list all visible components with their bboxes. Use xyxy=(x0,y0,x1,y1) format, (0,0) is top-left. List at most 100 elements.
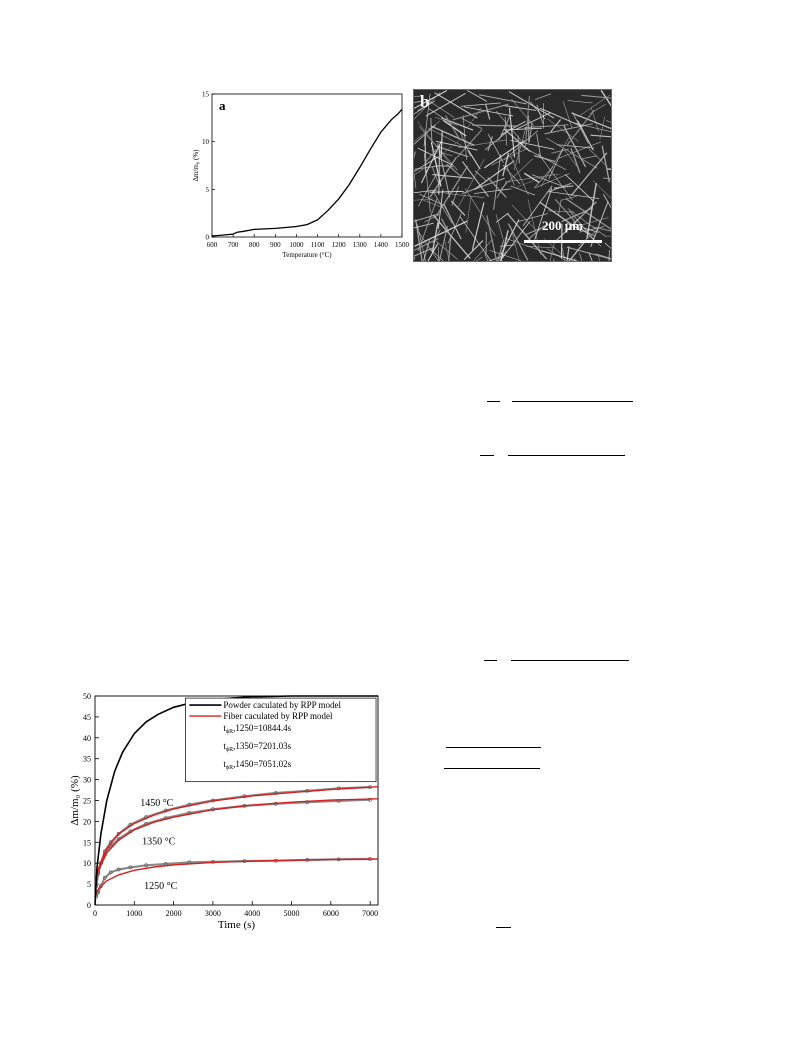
fiber xyxy=(493,154,502,210)
fiber xyxy=(500,120,526,136)
fiber xyxy=(414,124,436,145)
fiber xyxy=(414,213,438,222)
fiber xyxy=(504,128,531,152)
fiber xyxy=(463,106,514,117)
fiber xyxy=(510,98,536,128)
exp-point-1350 xyxy=(305,800,310,805)
fiber xyxy=(500,219,520,255)
fiber xyxy=(510,156,529,196)
fiber xyxy=(511,204,537,231)
fiber xyxy=(537,153,573,201)
fiber xyxy=(495,110,522,141)
fiber xyxy=(540,137,570,187)
fiber xyxy=(414,198,433,201)
fiber xyxy=(491,147,529,166)
fiber xyxy=(601,145,611,183)
fiber xyxy=(440,131,443,159)
y-tick-label: 40 xyxy=(83,734,91,743)
fiber xyxy=(441,117,474,131)
y-axis-label: Δm/m₀ (%) xyxy=(192,149,200,182)
x-tick-label: 7000 xyxy=(362,909,378,918)
y-tick-label: 15 xyxy=(202,91,210,99)
fiber xyxy=(428,108,444,119)
fiber xyxy=(414,220,468,247)
fiber xyxy=(496,250,508,261)
x-tick-label: 1500 xyxy=(395,241,410,249)
x-tick-label: 800 xyxy=(249,241,260,249)
fiber xyxy=(608,249,610,261)
fiber-fit-1450 xyxy=(94,786,379,885)
fiber xyxy=(597,255,601,261)
fiber xyxy=(590,201,609,247)
fiber xyxy=(534,155,555,163)
fiber xyxy=(505,173,560,183)
fiber xyxy=(435,116,458,126)
fiber xyxy=(577,94,610,118)
fiber xyxy=(465,195,472,233)
fiber xyxy=(414,92,441,120)
fiber xyxy=(430,125,475,147)
chart-a: 600 700 800 900 1000 1100 1200 1300 1400 1500 0 5 10… xyxy=(192,91,410,260)
fiber xyxy=(433,239,458,260)
scale-bar-label: 200 µm xyxy=(542,218,584,233)
fiber xyxy=(499,244,516,247)
fiber xyxy=(502,164,521,185)
fiber xyxy=(461,117,483,130)
fiber xyxy=(554,198,577,224)
fiber xyxy=(553,201,597,244)
fiber xyxy=(565,198,611,230)
annotation-1450: 1450 °C xyxy=(140,798,173,809)
eq-fraction-line xyxy=(511,660,629,661)
fiber xyxy=(564,173,595,202)
fiber xyxy=(485,104,491,120)
x-tick-label: 600 xyxy=(207,241,218,249)
fiber xyxy=(570,148,581,174)
fiber xyxy=(526,245,556,249)
legend-box xyxy=(185,697,377,783)
fiber xyxy=(420,198,445,209)
x-tick-label: 3000 xyxy=(205,909,221,918)
fiber xyxy=(604,242,611,249)
fiber xyxy=(414,168,424,176)
fiber xyxy=(527,199,541,255)
plot-frame xyxy=(211,93,403,238)
exp-band-1250 xyxy=(95,857,371,898)
eq-fraction-line xyxy=(496,927,511,928)
y-tick-label: 5 xyxy=(206,186,210,194)
x-tick-label: 1400 xyxy=(374,241,389,249)
fiber xyxy=(531,174,565,188)
fiber xyxy=(443,119,467,137)
fiber xyxy=(487,136,494,152)
fiber xyxy=(547,248,567,261)
fiber xyxy=(506,165,515,186)
x-tick-label: 700 xyxy=(228,241,239,249)
fiber xyxy=(536,104,544,124)
fiber xyxy=(443,204,462,240)
fiber xyxy=(510,185,536,196)
fiber xyxy=(437,246,439,261)
fiber xyxy=(548,148,564,179)
fiber xyxy=(502,104,536,111)
fiber xyxy=(450,200,466,216)
fiber xyxy=(438,225,449,261)
x-tick-label: 1000 xyxy=(289,241,304,249)
legend-param-2: tϕR,1450=7051.02s xyxy=(223,759,291,771)
eq-fraction-line xyxy=(480,455,494,456)
fiber xyxy=(567,208,607,238)
fiber xyxy=(467,107,482,128)
sem-image: b 200 µm xyxy=(413,89,612,262)
fiber xyxy=(444,115,460,138)
fiber xyxy=(458,158,485,208)
fiber xyxy=(583,227,599,233)
fiber xyxy=(484,253,489,261)
fiber xyxy=(414,189,438,194)
panel-label-b: b xyxy=(420,92,430,111)
fiber xyxy=(473,239,493,261)
x-tick-label: 900 xyxy=(270,241,281,249)
fiber xyxy=(479,94,527,105)
fiber xyxy=(560,195,577,201)
fiber xyxy=(417,102,433,112)
fiber xyxy=(504,237,541,251)
fiber xyxy=(510,226,520,261)
exp-point-1250 xyxy=(128,865,133,870)
